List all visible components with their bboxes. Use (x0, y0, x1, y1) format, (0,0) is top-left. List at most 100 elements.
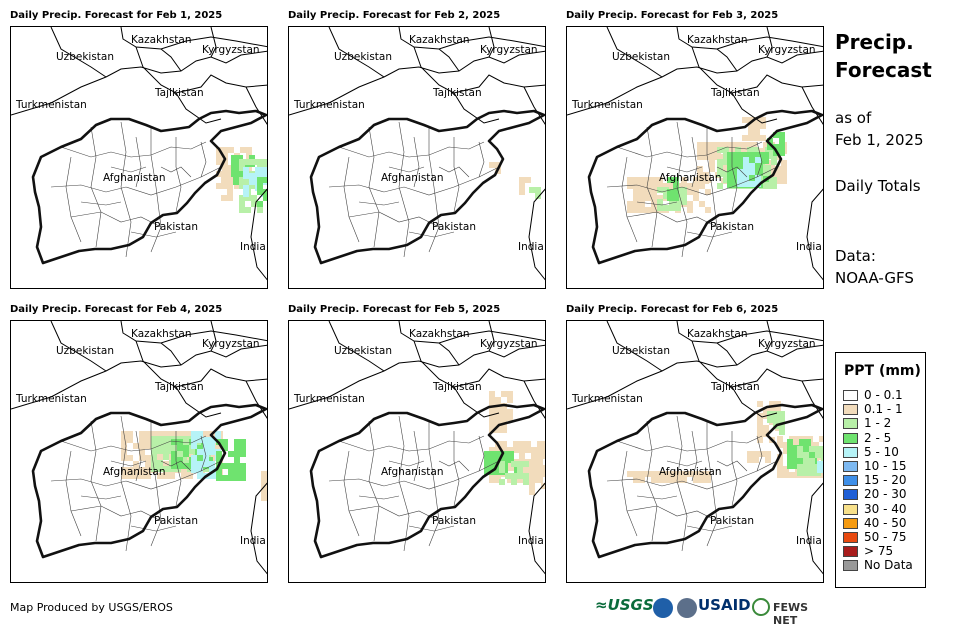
precip-cell (699, 477, 705, 483)
precip-cell (703, 172, 709, 178)
precip-cell (489, 409, 495, 415)
precip-cell (133, 473, 139, 479)
label-pakistan: Pakistan (154, 221, 198, 233)
precip-cell (489, 447, 495, 453)
precip-cell (739, 142, 745, 148)
precip-cell (127, 467, 133, 473)
precip-cell (499, 461, 505, 467)
precip-cell (234, 183, 240, 189)
forecast-map-6: Kazakhstan Kyrgyzstan Uzbekistan Tajikis… (566, 320, 824, 583)
precip-cell (639, 183, 645, 189)
precip-cell (221, 177, 227, 183)
precip-cell (693, 477, 699, 483)
precip-cell (754, 135, 760, 141)
precip-cell (127, 431, 133, 437)
label-afghanistan: Afghanistan (381, 172, 444, 184)
label-pakistan: Pakistan (710, 515, 754, 527)
precip-cell (495, 397, 501, 403)
precip-cell (739, 148, 745, 154)
precip-cell (757, 164, 763, 170)
legend-item: 2 - 5 (843, 431, 891, 445)
precip-cell (187, 431, 193, 437)
precip-cell (760, 117, 766, 123)
precip-cell (743, 181, 749, 187)
precip-cell (771, 177, 777, 183)
precip-cell (799, 457, 805, 463)
province-borders (328, 415, 500, 552)
precip-cell (495, 162, 501, 168)
precip-cell (519, 189, 525, 195)
precip-cell (489, 415, 495, 421)
precip-cell (693, 189, 699, 195)
precip-cell (733, 142, 739, 148)
precip-cell (203, 443, 209, 449)
precip-cell (157, 442, 163, 448)
legend-swatch (843, 432, 858, 444)
precip-cell (163, 436, 169, 442)
precip-cell (171, 457, 177, 463)
precip-cell (681, 471, 687, 477)
precip-cell (723, 159, 729, 165)
precip-cell (222, 463, 228, 469)
precip-cell (209, 449, 215, 455)
legend-item: 15 - 20 (843, 474, 907, 487)
precip-cell (687, 207, 693, 213)
label-kazakhstan: Kazakhstan (409, 34, 470, 46)
precip-cell (228, 475, 234, 481)
precip-cell (748, 135, 754, 141)
precip-cell (793, 457, 799, 463)
precip-cell (777, 466, 783, 472)
legend-label: 40 - 50 (864, 515, 907, 530)
precip-cell (121, 437, 127, 443)
precip-cell (639, 471, 645, 477)
precip-cell (209, 461, 215, 467)
precip-cell (222, 439, 228, 445)
afghanistan-border (309, 403, 545, 559)
label-tajikistan: Tajikistan (711, 87, 760, 99)
precip-cell (675, 205, 681, 211)
label-afghanistan: Afghanistan (659, 172, 722, 184)
precip-cell (175, 431, 181, 437)
precip-cell (495, 409, 501, 415)
precip-cell (797, 446, 803, 452)
precip-cell (245, 195, 251, 201)
legend-label: 15 - 20 (864, 473, 907, 488)
legend-item: 0 - 0.1 (843, 389, 903, 402)
precip-cell (243, 173, 249, 179)
precip-cell (489, 397, 495, 403)
precip-cell (687, 183, 693, 189)
label-turkmenistan: Turkmenistan (294, 99, 365, 111)
precip-cell (775, 166, 781, 172)
precip-cell (531, 447, 537, 453)
precip-cell (715, 142, 721, 148)
precip-cell (169, 473, 175, 479)
legend-label: No Data (864, 558, 913, 573)
precip-cell (211, 455, 217, 461)
precip-cell (529, 471, 535, 477)
label-india: India (518, 535, 544, 547)
precip-cell (645, 189, 651, 195)
precip-cell (657, 177, 663, 183)
precip-cell (511, 461, 517, 467)
label-uzbekistan: Uzbekistan (334, 51, 392, 63)
precip-cell (681, 187, 687, 193)
precip-cell (177, 463, 183, 469)
precip-cell (240, 451, 246, 457)
precip-cell (769, 401, 775, 407)
legend-swatch (843, 517, 858, 529)
precip-cell (181, 473, 187, 479)
precip-cell (177, 457, 183, 463)
precip-cell (757, 148, 763, 154)
precip-cell (216, 171, 222, 177)
label-afghanistan: Afghanistan (103, 466, 166, 478)
precip-cell (234, 451, 240, 457)
precip-cell (755, 175, 761, 181)
precip-cell (748, 117, 754, 123)
precip-cell (657, 205, 663, 211)
legend-swatch (843, 475, 858, 487)
precip-cell (139, 449, 145, 455)
precip-cell (489, 421, 495, 427)
precip-cell (663, 183, 669, 189)
precip-cell (243, 167, 249, 173)
precip-cell (183, 451, 189, 457)
